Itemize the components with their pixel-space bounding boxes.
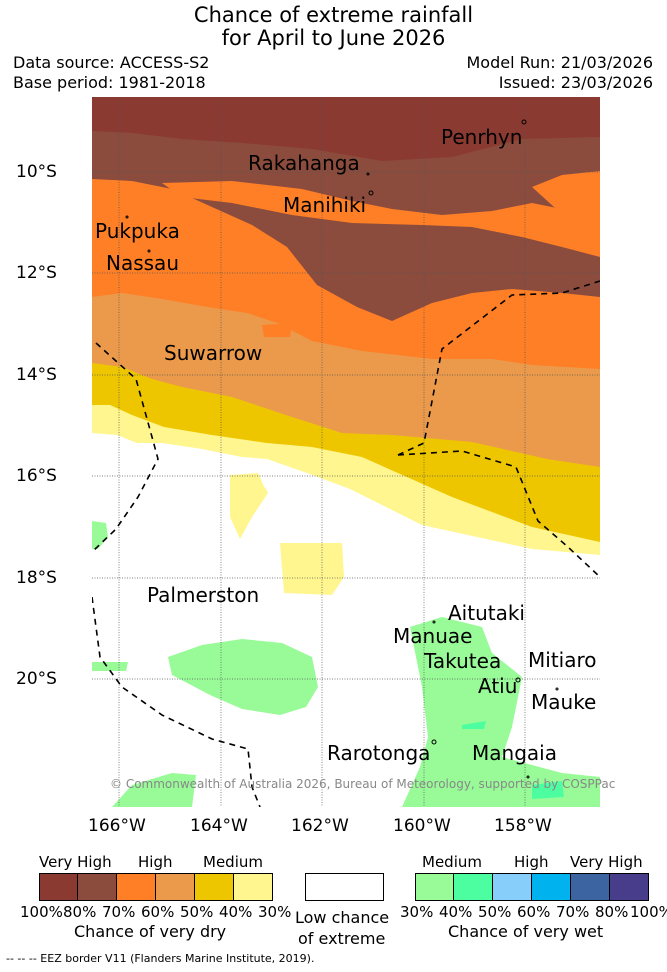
place-rarotonga: Rarotonga <box>327 741 431 765</box>
place-manihiki: Manihiki <box>283 193 367 217</box>
base-period: Base period: 1981-2018 <box>13 73 206 92</box>
wet-tick-label: 30% <box>400 903 434 921</box>
island-markers <box>125 119 559 779</box>
place-nassau: Nassau <box>106 251 179 275</box>
eez-borders <box>92 280 600 807</box>
wet-header-high: High <box>514 853 549 871</box>
rainfall-map <box>92 97 600 807</box>
wet-swatch-4 <box>571 873 610 901</box>
dry-tick-label: 70% <box>102 903 136 921</box>
map-title-line2: for April to June 2026 <box>221 26 446 50</box>
wet-swatch-2 <box>493 873 532 901</box>
penrhyn-island-marker <box>521 119 527 125</box>
wet-legend-caption: Chance of very wet <box>448 922 604 941</box>
dry-80-100-band <box>92 97 600 161</box>
eez-note: -- -- -- EEZ border V11 (Flanders Marine… <box>6 952 315 965</box>
wet-swatch-3 <box>532 873 571 901</box>
issued-date: Issued: 23/03/2026 <box>498 73 653 92</box>
wet-30-40-patch-2 <box>92 662 128 671</box>
low-chance-hole-2 <box>260 469 284 491</box>
rakahanga-island-marker <box>366 172 370 176</box>
wet-tick-label: 40% <box>439 903 473 921</box>
place-mitiaro: Mitiaro <box>528 648 597 672</box>
lon-label-158w: 158°W <box>494 816 552 836</box>
lon-label-164w: 164°W <box>190 816 248 836</box>
wet-tick-label: 100% <box>630 903 667 921</box>
wet-40-50-patch-1 <box>462 721 486 729</box>
pukapuka-island-marker <box>125 215 129 219</box>
atiu-island-marker <box>515 677 521 683</box>
wet-30-40-patch-1 <box>92 521 108 549</box>
grid-lines <box>92 97 600 807</box>
mauke-island-marker <box>555 687 559 691</box>
dry-swatch-2 <box>117 873 156 901</box>
wet-30-40-patch-4 <box>402 617 600 807</box>
place-palmerston: Palmerston <box>147 583 260 607</box>
place-manuae: Manuae <box>393 624 473 648</box>
dry-header-very-high: Very High <box>39 853 112 871</box>
wet-tick-label: 60% <box>517 903 551 921</box>
dry-30-40-patch-1 <box>230 473 268 539</box>
model-run: Model Run: 21/03/2026 <box>466 53 654 72</box>
dry-header-medium: Medium <box>203 853 263 871</box>
place-aitutaki: Aitutaki <box>448 601 525 625</box>
dry-swatch-4 <box>195 873 234 901</box>
dry-tick-label: 60% <box>141 903 175 921</box>
place-rakahanga: Rakahanga <box>248 151 360 175</box>
place-atiu: Atiu <box>478 674 518 698</box>
wet-swatch-5 <box>610 873 649 901</box>
wet-40-50-patch-2 <box>532 781 564 799</box>
lat-label-20s: 20°S <box>16 669 57 689</box>
wet-tick-label: 50% <box>478 903 512 921</box>
lon-label-160w: 160°W <box>393 816 451 836</box>
dry-swatch-3 <box>156 873 195 901</box>
low-chance-swatch <box>305 873 384 901</box>
wet-header-medium: Medium <box>422 853 482 871</box>
dry-tick-label: 30% <box>258 903 292 921</box>
dry-swatch-1 <box>78 873 117 901</box>
dry-30-40-patch-2 <box>280 543 344 595</box>
data-source: Data source: ACCESS-S2 <box>13 53 210 72</box>
place-penrhyn: Penrhyn <box>441 125 523 149</box>
place-mangaia: Mangaia <box>472 741 557 765</box>
nassau-island-marker <box>147 249 151 253</box>
lat-label-12s: 12°S <box>16 263 57 283</box>
mangaia-island-marker <box>526 775 530 779</box>
low-chance-line2: of extreme <box>298 929 386 948</box>
wet-tick-label: 80% <box>595 903 629 921</box>
lat-label-16s: 16°S <box>16 466 57 486</box>
dry-tick-label: 50% <box>180 903 214 921</box>
dry-tick-label: 40% <box>219 903 253 921</box>
wet-header-very-high: Very High <box>570 853 643 871</box>
wet-30-40-patch-3 <box>168 639 318 715</box>
place-pukapuka: Pukpuka <box>95 219 180 243</box>
manihiki-island-marker <box>368 190 374 196</box>
dry-tick-label: 100% <box>20 903 63 921</box>
aitutaki-island-marker <box>432 620 436 624</box>
wet-swatch-1 <box>454 873 493 901</box>
wet-tick-label: 70% <box>556 903 590 921</box>
dry-60-70-patch <box>262 323 292 337</box>
copyright-notice: © Commonwealth of Australia 2026, Bureau… <box>110 777 616 791</box>
dry-tick-label: 80% <box>63 903 97 921</box>
lat-label-10s: 10°S <box>16 162 57 182</box>
place-takutea: Takutea <box>424 649 502 673</box>
lat-label-14s: 14°S <box>16 365 57 385</box>
dry-swatch-5 <box>234 873 273 901</box>
wet-swatch-0 <box>415 873 454 901</box>
rarotonga-island-marker <box>431 739 437 745</box>
map-title-line1: Chance of extreme rainfall <box>193 3 474 27</box>
lon-label-162w: 162°W <box>291 816 349 836</box>
low-chance-hole-1 <box>308 485 332 501</box>
place-suwarrow: Suwarrow <box>164 341 263 365</box>
dry-swatch-0 <box>39 873 78 901</box>
lon-label-166w: 166°W <box>88 816 146 836</box>
dry-60-70-streak <box>162 181 600 257</box>
place-mauke: Mauke <box>531 690 597 714</box>
low-chance-line1: Low chance <box>295 908 390 927</box>
dry-legend-caption: Chance of very dry <box>74 922 227 941</box>
lat-label-18s: 18°S <box>16 568 57 588</box>
wet-30-40-patch-5 <box>112 773 196 807</box>
dry-header-high: High <box>138 853 173 871</box>
